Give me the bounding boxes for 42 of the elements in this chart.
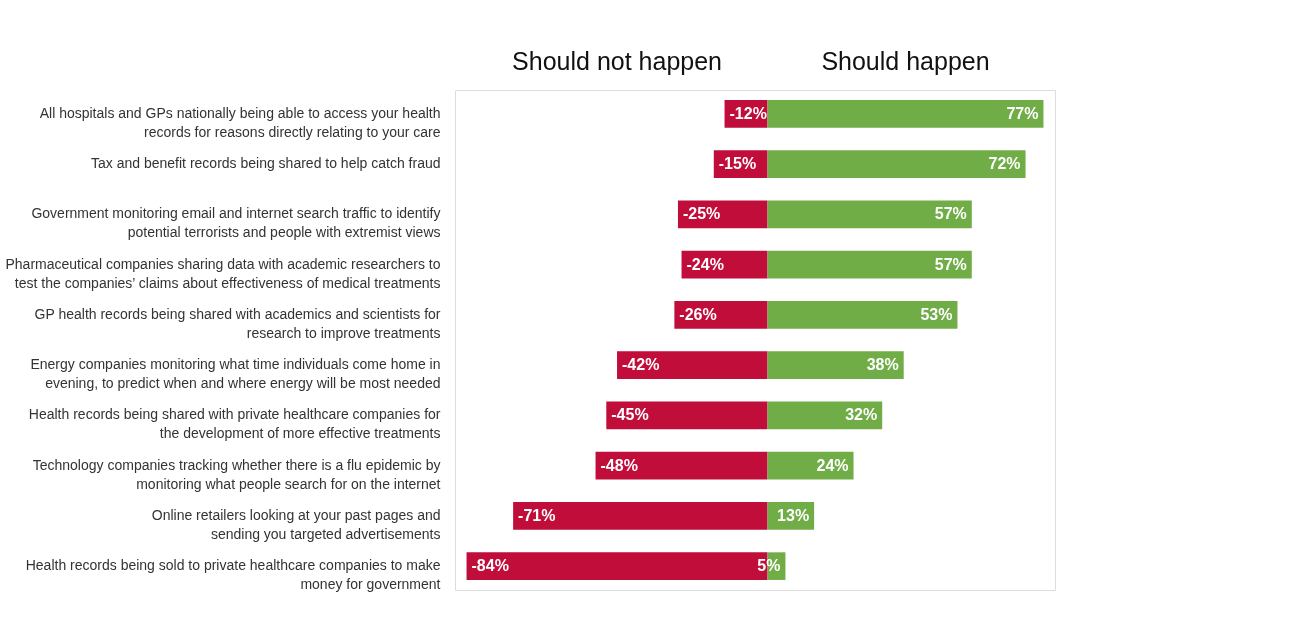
data-label: -12% xyxy=(729,104,767,122)
bar xyxy=(767,351,904,379)
data-label: -84% xyxy=(471,557,509,575)
y-tick-label: Online retailers looking at your past pages and sending you targeted advertisements xyxy=(151,506,441,542)
y-tick-label: Energy companies monitoring what time individuals come home in evening, to predict when and where energy will be most needed xyxy=(30,356,441,392)
bar xyxy=(767,250,972,279)
data-label: -25% xyxy=(682,205,721,223)
y-tick-label: Government monitoring email and internet search traffic to identify potential terrorists and people with extremist views xyxy=(31,205,441,241)
bar xyxy=(767,301,958,329)
data-label: -26% xyxy=(679,305,717,323)
data-label: 57% xyxy=(934,205,967,223)
data-label: 13% xyxy=(777,506,810,524)
data-label: 57% xyxy=(934,255,967,273)
data-label: 72% xyxy=(988,155,1021,173)
bar xyxy=(617,351,768,379)
y-tick-label: All hospitals and GPs nationally being able to access your health records for reasons directly relating to your care xyxy=(39,104,441,140)
y-tick-label: Pharmaceutical companies sharing data with academic researchers to test the companies’ claims about effectiveness of medical treatments xyxy=(5,255,441,291)
data-label: 32% xyxy=(845,406,878,424)
bar xyxy=(767,100,1044,128)
bar xyxy=(513,502,768,530)
y-tick-label: Technology companies tracking whether there is a flu epidemic by monitoring what people search for on the internet xyxy=(32,456,441,492)
series-label: Should not happen xyxy=(512,47,722,75)
data-label: -15% xyxy=(718,155,757,173)
data-label: -71% xyxy=(518,506,556,524)
series-label: Should happen xyxy=(821,47,990,75)
bar xyxy=(595,451,768,480)
bar xyxy=(674,301,768,329)
data-label: 53% xyxy=(920,305,953,323)
data-label: -24% xyxy=(686,255,724,273)
data-label: -42% xyxy=(622,356,660,374)
y-tick-label: Health records being sold to private healthcare companies to make money for government xyxy=(25,557,441,593)
y-tick-label: Tax and benefit records being shared to help catch fraud xyxy=(91,155,441,172)
data-label: 77% xyxy=(1006,104,1039,122)
bar xyxy=(606,401,768,430)
data-label: 24% xyxy=(816,456,849,474)
bar xyxy=(767,150,1026,178)
y-tick-label: Health records being shared with private healthcare companies for the development of more effective treatments xyxy=(28,406,441,442)
data-label: -45% xyxy=(611,406,649,424)
data-label: 38% xyxy=(866,356,899,374)
bar xyxy=(767,200,972,229)
y-tick-label: GP health records being shared with academics and scientists for research to improve treatments xyxy=(34,305,441,341)
data-label: -48% xyxy=(600,456,638,474)
